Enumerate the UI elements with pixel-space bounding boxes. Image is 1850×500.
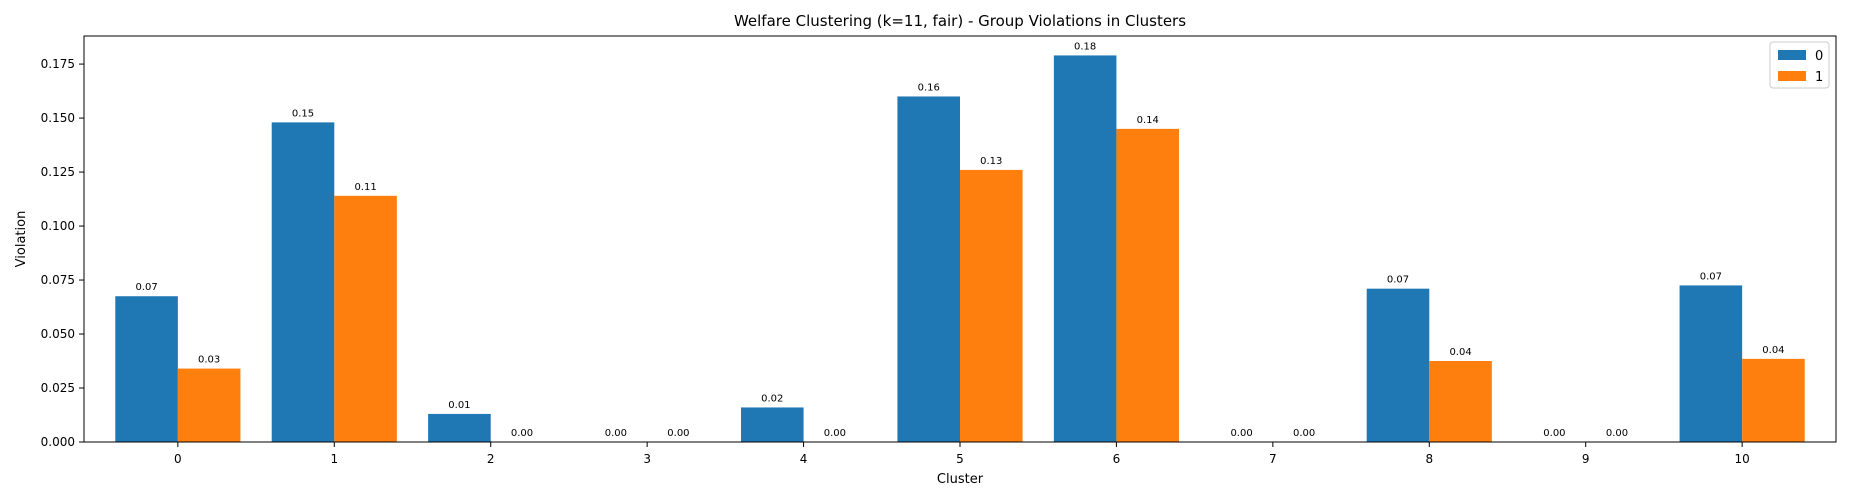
- data-label-series-0-cluster-5: 0.16: [918, 82, 940, 93]
- x-axis: 0 1 2 3 4 5 6 7 8 9 10: [174, 442, 1750, 466]
- data-label-series-1-cluster-0: 0.03: [198, 355, 220, 366]
- bar-series-0-cluster-1: [271, 122, 335, 442]
- bar-series-0-cluster-0: [115, 296, 178, 442]
- y-tick-label: 0.150: [41, 111, 75, 125]
- bar-series-1-cluster-8: [1429, 361, 1492, 442]
- bar-series-1-cluster-6: [1116, 128, 1179, 443]
- y-tick-label: 0.025: [41, 381, 75, 395]
- data-label-series-1-cluster-5: 0.13: [980, 156, 1002, 167]
- data-label-series-0-cluster-1: 0.15: [292, 108, 314, 119]
- y-axis: 0.000 0.025 0.050 0.075 0.100 0.125 0.150 0.175: [41, 57, 84, 449]
- data-label-series-1-cluster-6: 0.14: [1137, 115, 1159, 126]
- bar-series-0-cluster-6: [1053, 55, 1117, 443]
- bar-series-1-cluster-10: [1742, 358, 1805, 442]
- x-axis-label: Cluster: [937, 472, 984, 487]
- data-label-series-1-cluster-8: 0.04: [1449, 347, 1471, 358]
- legend-swatch-0: [1778, 50, 1806, 60]
- chart-title: Welfare Clustering (k=11, fair) - Group …: [734, 12, 1186, 30]
- y-tick-label: 0.000: [41, 435, 75, 449]
- bar-series-0-cluster-8: [1366, 288, 1430, 442]
- legend-label-1: 1: [1815, 70, 1823, 85]
- x-tick-label: 8: [1425, 452, 1433, 466]
- data-label-series-0-cluster-3: 0.00: [605, 428, 627, 439]
- y-tick-label: 0.100: [41, 219, 75, 233]
- legend-label-0: 0: [1815, 49, 1823, 64]
- y-axis-label: Violation: [14, 211, 29, 268]
- data-label-series-0-cluster-6: 0.18: [1074, 41, 1096, 52]
- bar-series-0-cluster-5: [897, 96, 960, 443]
- bar-series-0-cluster-2: [428, 413, 491, 442]
- x-tick-label: 9: [1582, 452, 1590, 466]
- x-tick-label: 1: [330, 452, 338, 466]
- bar-series-0-cluster-10: [1679, 285, 1743, 442]
- bar-series-0-cluster-4: [741, 407, 804, 442]
- bars-layer: [115, 55, 1805, 443]
- y-tick-label: 0.075: [41, 273, 75, 287]
- data-label-series-0-cluster-2: 0.01: [448, 400, 470, 411]
- x-tick-label: 10: [1735, 452, 1750, 466]
- x-tick-label: 6: [1113, 452, 1121, 466]
- bar-series-1-cluster-5: [960, 169, 1023, 442]
- data-label-series-0-cluster-4: 0.02: [761, 393, 783, 404]
- x-tick-label: 5: [956, 452, 964, 466]
- data-label-series-0-cluster-0: 0.07: [135, 282, 157, 293]
- bar-series-1-cluster-0: [177, 368, 241, 442]
- data-label-series-1-cluster-1: 0.11: [354, 182, 376, 193]
- x-tick-label: 7: [1269, 452, 1277, 466]
- data-labels-layer: 0.07 0.15 0.01 0.00 0.02 0.16 0.18 0.00 0.07 0.00…: [135, 41, 1784, 439]
- y-tick-label: 0.125: [41, 165, 75, 179]
- data-label-series-0-cluster-8: 0.07: [1387, 275, 1409, 286]
- data-label-series-1-cluster-9: 0.00: [1606, 428, 1628, 439]
- data-label-series-0-cluster-10: 0.07: [1700, 271, 1722, 282]
- data-label-series-1-cluster-2: 0.00: [511, 428, 533, 439]
- data-label-series-0-cluster-9: 0.00: [1543, 428, 1565, 439]
- bar-series-1-cluster-1: [334, 195, 397, 442]
- x-tick-label: 2: [487, 452, 495, 466]
- data-label-series-1-cluster-4: 0.00: [824, 428, 846, 439]
- plot-frame: [83, 35, 1837, 443]
- data-label-series-1-cluster-7: 0.00: [1293, 428, 1315, 439]
- data-label-series-1-cluster-10: 0.04: [1762, 345, 1784, 356]
- data-label-series-0-cluster-7: 0.00: [1230, 428, 1252, 439]
- x-tick-label: 0: [174, 452, 182, 466]
- y-tick-label: 0.050: [41, 327, 75, 341]
- x-tick-label: 4: [800, 452, 808, 466]
- x-tick-label: 3: [643, 452, 651, 466]
- legend: 01: [1769, 41, 1830, 89]
- y-tick-label: 0.175: [41, 57, 75, 71]
- data-label-series-1-cluster-3: 0.00: [667, 428, 689, 439]
- legend-swatch-1: [1778, 71, 1806, 81]
